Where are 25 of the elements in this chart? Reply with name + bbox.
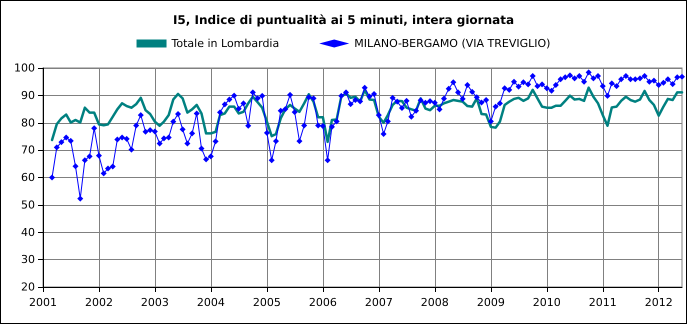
y-tick-label: 40 <box>21 226 35 239</box>
x-tick-label: 2008 <box>420 296 449 309</box>
x-tick-label: 2002 <box>84 296 113 309</box>
y-tick-label: 100 <box>14 62 35 74</box>
x-tick-label: 2009 <box>476 296 505 309</box>
y-tick-label: 50 <box>21 198 35 212</box>
x-tick-label: 2007 <box>364 296 393 309</box>
x-tick-label: 2003 <box>140 296 169 309</box>
x-tick-label: 2005 <box>252 296 281 309</box>
x-tick-label: 2006 <box>308 296 337 309</box>
x-tick-label: 2012 <box>644 296 673 309</box>
x-tick-label: 2001 <box>29 296 57 309</box>
y-tick-label: 30 <box>21 253 35 266</box>
legend-label: Totale in Lombardia <box>170 37 280 50</box>
chart-title: I5, Indice di puntualità ai 5 minuti, intera giornata <box>172 13 514 27</box>
line-series <box>50 86 684 144</box>
y-tick-label: 20 <box>21 280 35 294</box>
x-tick-label: 2004 <box>196 296 225 309</box>
y-tick-label: 90 <box>21 88 35 102</box>
y-tick-label: 70 <box>21 144 35 157</box>
legend-label: MILANO-BERGAMO (VIA TREVIGLIO) <box>354 37 550 50</box>
y-tick-label: 80 <box>21 116 35 130</box>
x-tick-label: 2011 <box>588 296 617 309</box>
y-tick-label: 60 <box>21 171 35 184</box>
x-tick-label: 2010 <box>532 296 561 309</box>
